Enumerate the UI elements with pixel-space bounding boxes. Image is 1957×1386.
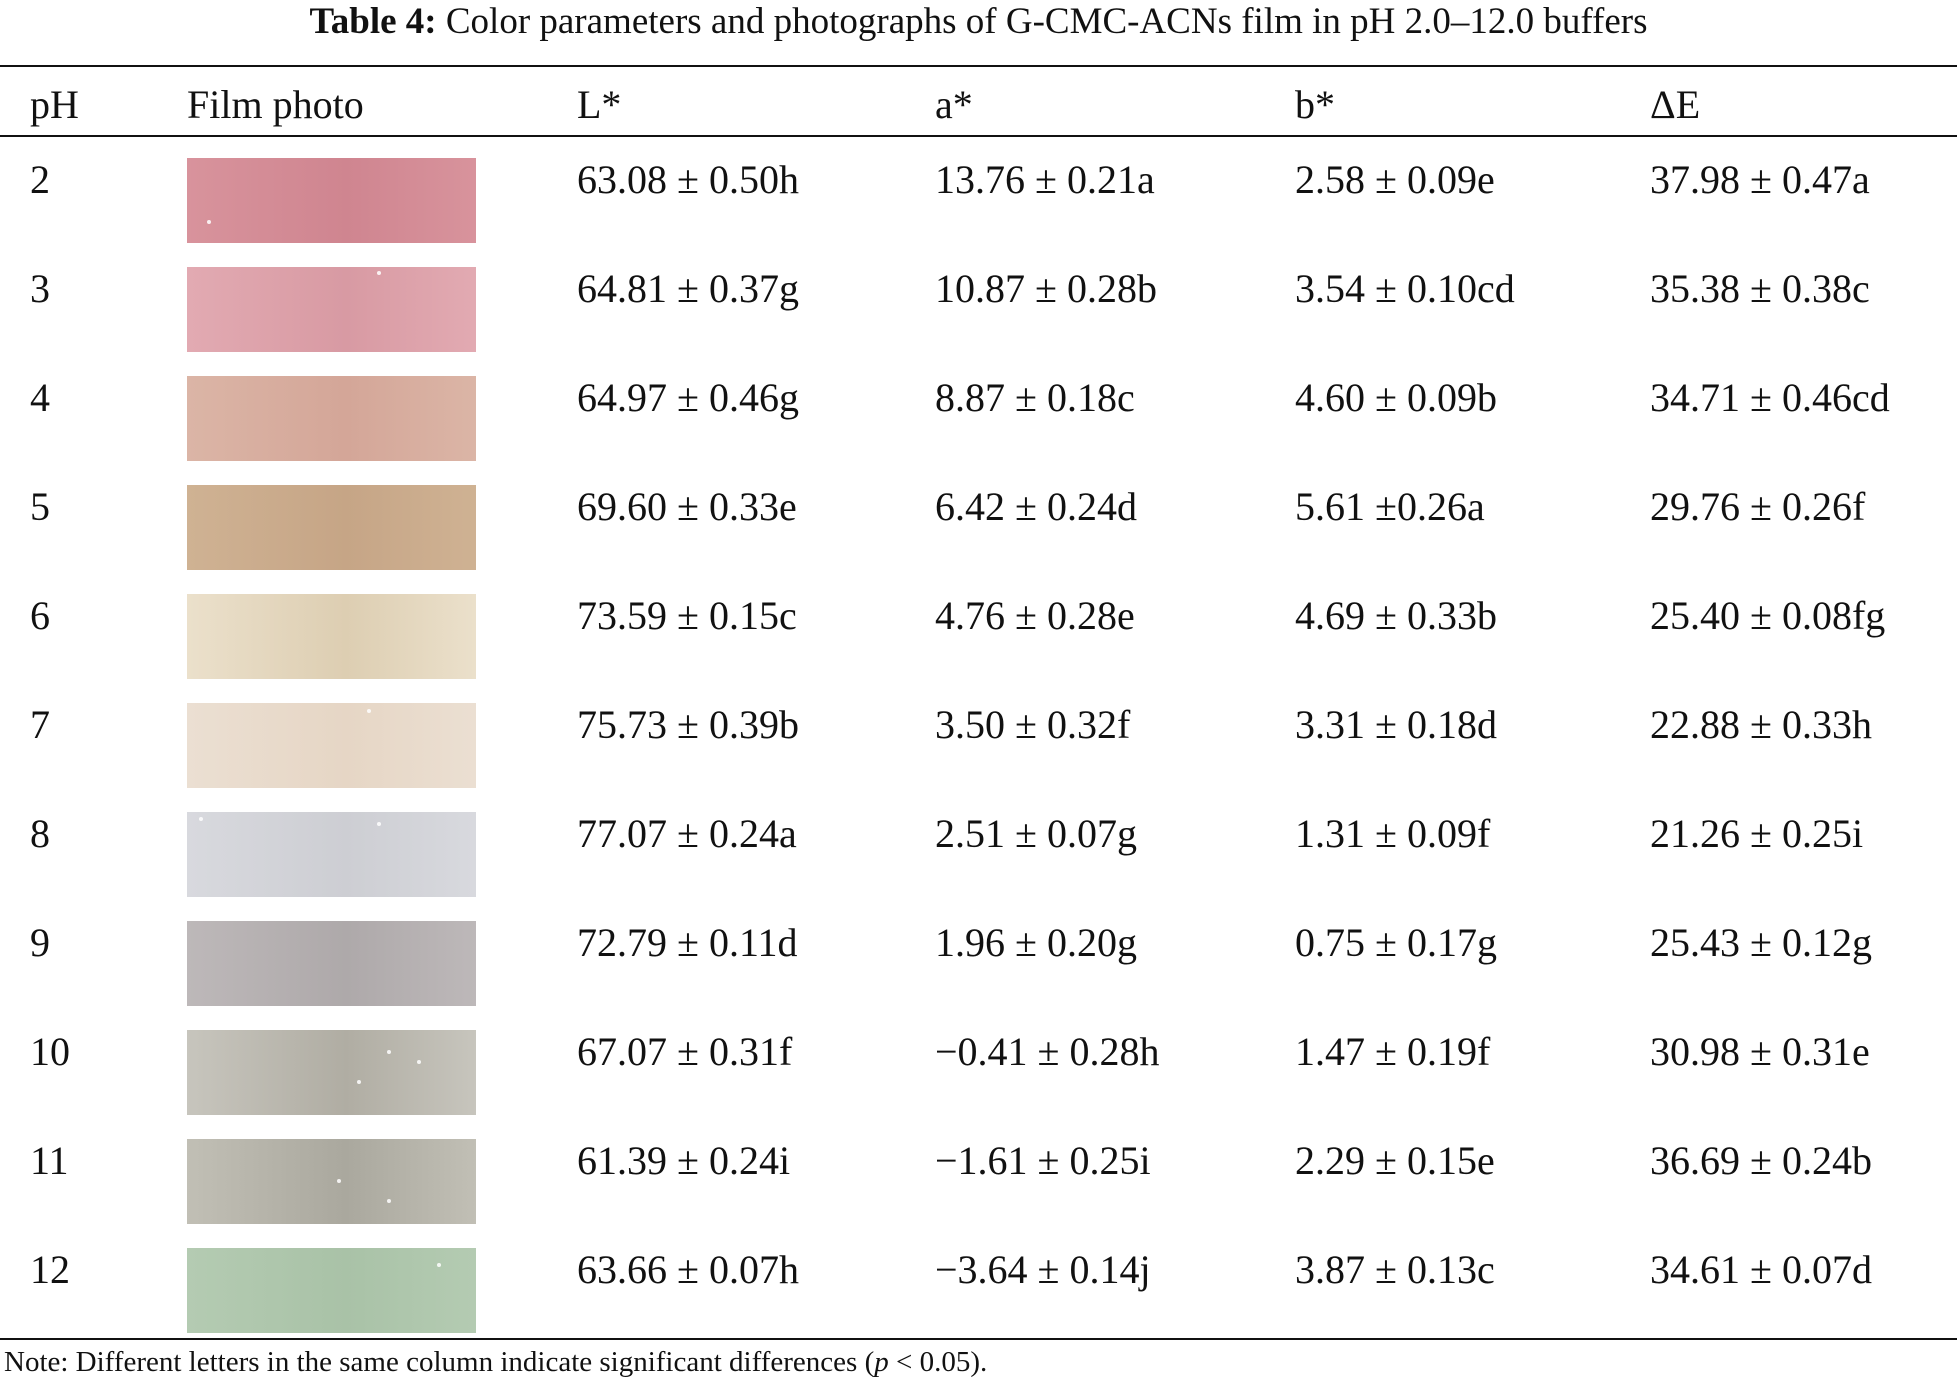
film-speck (387, 1199, 391, 1203)
cell-a: 6.42 ± 0.24d (935, 484, 1137, 529)
cell-ph: 7 (30, 702, 50, 747)
film-speck (377, 271, 381, 275)
header-l: L* (577, 82, 622, 127)
cell-delta-e: 29.76 ± 0.26f (1650, 484, 1866, 529)
cell-b: 1.47 ± 0.19f (1295, 1029, 1491, 1074)
top-rule (0, 65, 1957, 67)
cell-ph: 6 (30, 593, 50, 638)
film-photo (187, 376, 476, 461)
film-photo (187, 1139, 476, 1224)
note-prefix: Note: Different letters in the same colu… (4, 1346, 875, 1378)
cell-delta-e: 36.69 ± 0.24b (1650, 1138, 1872, 1183)
film-photo (187, 1248, 476, 1333)
film-speck (357, 1080, 361, 1084)
cell-ph: 12 (30, 1247, 70, 1292)
film-speck (199, 817, 203, 821)
table-caption: Table 4: Color parameters and photograph… (0, 0, 1957, 44)
cell-b: 4.69 ± 0.33b (1295, 593, 1497, 638)
film-photo (187, 703, 476, 788)
film-photo (187, 485, 476, 570)
cell-a: −1.61 ± 0.25i (935, 1138, 1151, 1183)
cell-b: 2.29 ± 0.15e (1295, 1138, 1495, 1183)
cell-a: 1.96 ± 0.20g (935, 920, 1137, 965)
film-photo (187, 594, 476, 679)
header-rule (0, 135, 1957, 137)
cell-ph: 9 (30, 920, 50, 965)
cell-delta-e: 25.40 ± 0.08fg (1650, 593, 1886, 638)
header-film-photo: Film photo (187, 82, 364, 127)
cell-a: 8.87 ± 0.18c (935, 375, 1135, 420)
cell-ph: 4 (30, 375, 50, 420)
table-note: Note: Different letters in the same colu… (4, 1342, 987, 1382)
cell-b: 3.31 ± 0.18d (1295, 702, 1497, 747)
film-speck (387, 1050, 391, 1054)
header-b: b* (1295, 82, 1335, 127)
film-speck (437, 1263, 441, 1267)
cell-l: 64.81 ± 0.37g (577, 266, 799, 311)
note-p: p (874, 1346, 889, 1378)
note-suffix: < 0.05). (888, 1346, 988, 1378)
cell-b: 0.75 ± 0.17g (1295, 920, 1497, 965)
cell-l: 73.59 ± 0.15c (577, 593, 797, 638)
cell-l: 77.07 ± 0.24a (577, 811, 797, 856)
bottom-rule (0, 1338, 1957, 1340)
cell-a: 4.76 ± 0.28e (935, 593, 1135, 638)
cell-l: 64.97 ± 0.46g (577, 375, 799, 420)
cell-delta-e: 25.43 ± 0.12g (1650, 920, 1872, 965)
cell-delta-e: 30.98 ± 0.31e (1650, 1029, 1870, 1074)
cell-a: 10.87 ± 0.28b (935, 266, 1157, 311)
film-speck (337, 1179, 341, 1183)
cell-b: 2.58 ± 0.09e (1295, 157, 1495, 202)
cell-ph: 8 (30, 811, 50, 856)
cell-delta-e: 34.61 ± 0.07d (1650, 1247, 1872, 1292)
film-photo (187, 921, 476, 1006)
cell-l: 72.79 ± 0.11d (577, 920, 798, 965)
cell-ph: 3 (30, 266, 50, 311)
cell-a: 2.51 ± 0.07g (935, 811, 1137, 856)
cell-b: 5.61 ±0.26a (1295, 484, 1485, 529)
cell-ph: 10 (30, 1029, 70, 1074)
cell-delta-e: 35.38 ± 0.38c (1650, 266, 1870, 311)
cell-l: 63.66 ± 0.07h (577, 1247, 799, 1292)
header-ph: pH (30, 82, 79, 127)
table-label: Table 4: (309, 1, 437, 42)
cell-b: 4.60 ± 0.09b (1295, 375, 1497, 420)
cell-b: 3.87 ± 0.13c (1295, 1247, 1495, 1292)
cell-a: 13.76 ± 0.21a (935, 157, 1155, 202)
cell-l: 75.73 ± 0.39b (577, 702, 799, 747)
film-speck (207, 220, 211, 224)
cell-ph: 11 (30, 1138, 69, 1183)
cell-delta-e: 22.88 ± 0.33h (1650, 702, 1872, 747)
cell-a: 3.50 ± 0.32f (935, 702, 1131, 747)
cell-delta-e: 21.26 ± 0.25i (1650, 811, 1864, 856)
cell-l: 61.39 ± 0.24i (577, 1138, 791, 1183)
film-speck (367, 709, 371, 713)
film-photo (187, 158, 476, 243)
cell-a: −0.41 ± 0.28h (935, 1029, 1160, 1074)
film-photo (187, 812, 476, 897)
cell-a: −3.64 ± 0.14j (935, 1247, 1151, 1292)
header-delta-e: ΔE (1650, 82, 1701, 127)
cell-b: 1.31 ± 0.09f (1295, 811, 1491, 856)
cell-ph: 5 (30, 484, 50, 529)
cell-delta-e: 37.98 ± 0.47a (1650, 157, 1870, 202)
cell-l: 63.08 ± 0.50h (577, 157, 799, 202)
cell-l: 69.60 ± 0.33e (577, 484, 797, 529)
cell-delta-e: 34.71 ± 0.46cd (1650, 375, 1890, 420)
cell-b: 3.54 ± 0.10cd (1295, 266, 1515, 311)
table-title: Color parameters and photographs of G-CM… (445, 1, 1648, 42)
cell-l: 67.07 ± 0.31f (577, 1029, 793, 1074)
film-photo (187, 1030, 476, 1115)
film-photo (187, 267, 476, 352)
cell-ph: 2 (30, 157, 50, 202)
film-speck (417, 1060, 421, 1064)
header-a: a* (935, 82, 973, 127)
film-speck (377, 822, 381, 826)
